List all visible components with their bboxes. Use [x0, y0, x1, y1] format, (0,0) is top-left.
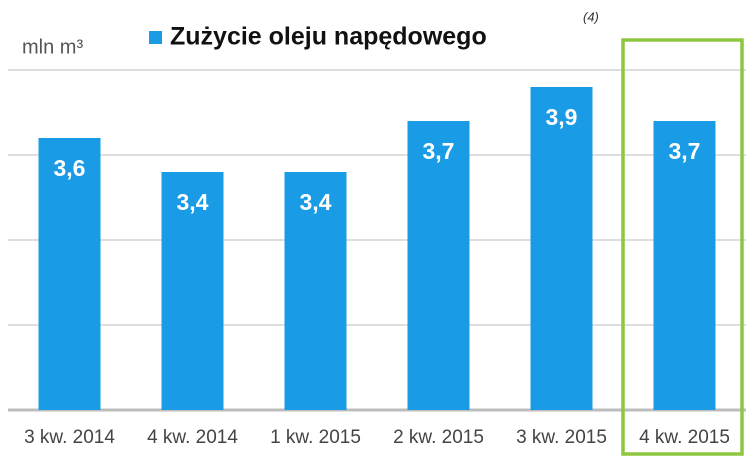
x-tick-label: 3 kw. 2015 — [516, 427, 607, 448]
chart-title: Zużycie oleju napędowego — [170, 23, 487, 51]
data-label: 3,4 — [177, 189, 209, 215]
highlight-box — [621, 38, 744, 456]
x-tick-label: 3 kw. 2014 — [24, 427, 115, 448]
x-tick-label: 1 kw. 2015 — [270, 427, 361, 448]
x-tick-label: 4 kw. 2014 — [147, 427, 238, 448]
bar — [284, 172, 347, 410]
title-note: (4) — [583, 9, 599, 24]
legend-swatch — [149, 31, 162, 44]
bar — [407, 121, 470, 410]
x-tick-label: 4 kw. 2015 — [639, 427, 730, 448]
x-tick-label: 2 kw. 2015 — [393, 427, 484, 448]
bar — [530, 87, 593, 410]
data-label: 3,4 — [300, 189, 332, 215]
data-label: 3,7 — [669, 138, 701, 164]
y-axis-label: mln m³ — [22, 36, 83, 58]
bar — [161, 172, 224, 410]
bar — [38, 138, 101, 410]
data-label: 3,9 — [546, 104, 578, 130]
bar — [653, 121, 716, 410]
data-label: 3,6 — [54, 155, 86, 181]
data-label: 3,7 — [423, 138, 455, 164]
